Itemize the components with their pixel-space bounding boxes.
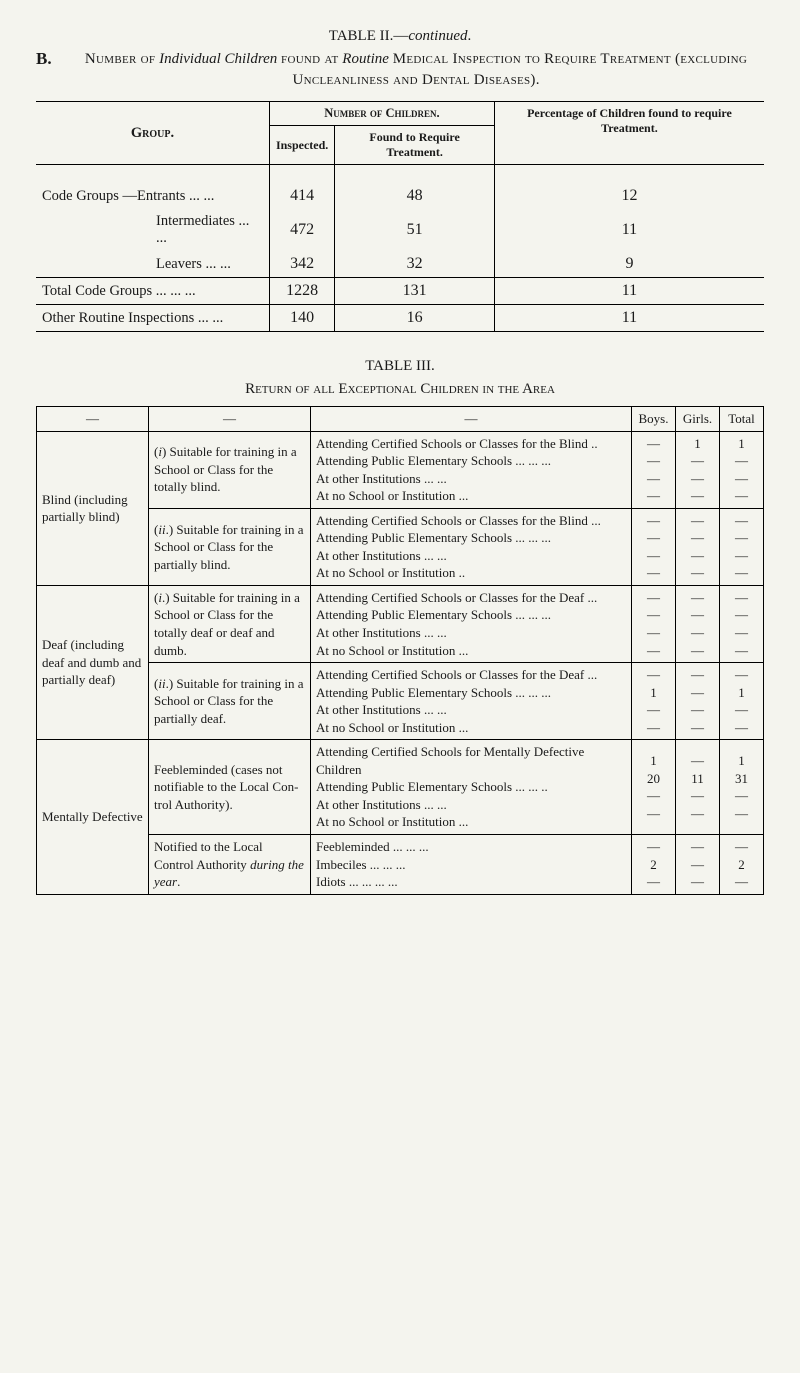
table3-row: Deaf (including deaf and dumb and partia… (37, 585, 764, 662)
table2-other-label: Other Routine Inspections ... ... (36, 305, 269, 332)
table3-value-cell: 1——— (720, 431, 764, 508)
table2-head-group: Group. (36, 102, 269, 165)
table3-category-cell: Deaf (including deaf and dumb and partia… (37, 585, 149, 739)
table2-total-label: Total Code Groups ... ... ... (36, 278, 269, 305)
table3-desc-cell: Attending Certified Schools or Classes f… (311, 663, 632, 740)
table2-row-label: Intermediates ... ... (36, 209, 269, 251)
table3-category-cell: Blind (including partially blind) (37, 431, 149, 585)
table2-title-text: TABLE II.—continued. (329, 28, 472, 44)
table3-subcategory-cell: (i) Suitable for train­ing in a School o… (149, 431, 311, 508)
table3-value-cell: —2— (632, 835, 676, 895)
table3-value-cell: ———— (720, 585, 764, 662)
table3-desc-cell: Attending Certified Schools or Classes f… (311, 585, 632, 662)
table2-total-found: 131 (335, 278, 495, 305)
table2-head-inspected: Inspected. (269, 126, 334, 165)
table2-other-row: Other Routine Inspections ... ... 140 16… (36, 305, 764, 332)
table2-other-inspected: 140 (269, 305, 334, 332)
table3-desc-cell: Feebleminded ... ... ...Imbeciles ... ..… (311, 835, 632, 895)
table3-value-cell: —11—— (676, 740, 720, 835)
table2-row-pct: 9 (494, 251, 764, 278)
table2-title: TABLE II.—continued. (36, 28, 764, 45)
table3-value-cell: ———— (676, 585, 720, 662)
table2-row-pct: 11 (494, 209, 764, 251)
table3-value-cell: —1—— (632, 663, 676, 740)
table2-head-number: Number of Children. (269, 102, 494, 126)
table3-category-cell: Mentally Defective (37, 740, 149, 894)
table3-value-cell: ———— (632, 585, 676, 662)
table2-row-label: Code Groups —Entrants ... ... (36, 183, 269, 209)
table3-value-cell: ———— (676, 663, 720, 740)
table2-row-found: 51 (335, 209, 495, 251)
table3-subcategory-cell: Notified to the Local Control Authority … (149, 835, 311, 895)
table2-row-inspected: 472 (269, 209, 334, 251)
table3-row: Mentally DefectiveFeebleminded (cases no… (37, 740, 764, 835)
table2-section-letter: B. (36, 49, 60, 91)
table3-value-cell: ———— (632, 508, 676, 585)
table3-head-total: Total (720, 407, 764, 432)
table3-head-row: — — — Boys. Girls. Total (37, 407, 764, 432)
table2-row: Code Groups —Entrants ... ... 414 48 12 (36, 183, 764, 209)
table3-head-girls: Girls. (676, 407, 720, 432)
table3-value-cell: 1——— (676, 431, 720, 508)
table3-head-c1: — (37, 407, 149, 432)
table2-row: Intermediates ... ... 472 51 11 (36, 209, 764, 251)
table3-value-cell: 120—— (632, 740, 676, 835)
table3-head-c2: — (149, 407, 311, 432)
table3-subtitle: Return of all Exceptional Children in th… (36, 381, 764, 398)
table3-row: Blind (including partially blind)(i) Sui… (37, 431, 764, 508)
table2-row-inspected: 414 (269, 183, 334, 209)
table2-head-pct: Percentage of Children found to require … (494, 102, 764, 165)
table2-row-label: Leavers ... ... (36, 251, 269, 278)
table2-other-found: 16 (335, 305, 495, 332)
table2-section-b: B. Number of Individual Children found a… (36, 49, 764, 91)
table3-value-cell: ———— (632, 431, 676, 508)
table3-value-cell: ——— (676, 835, 720, 895)
table3-desc-cell: Attending Certified Schools or Classes f… (311, 508, 632, 585)
table2-row: Leavers ... ... 342 32 9 (36, 251, 764, 278)
table3-subcategory-cell: (ii.) Suitable for train­ing in a School… (149, 663, 311, 740)
table3-subcategory-cell: (i.) Suitable for train­ing in a School … (149, 585, 311, 662)
table3-subcategory-cell: (ii.) Suitable for train­ing in a School… (149, 508, 311, 585)
table3-value-cell: 131—— (720, 740, 764, 835)
table2-total-inspected: 1228 (269, 278, 334, 305)
table3: — — — Boys. Girls. Total Blind (includin… (36, 406, 764, 895)
table2-row-pct: 12 (494, 183, 764, 209)
table2-row-found: 48 (335, 183, 495, 209)
table2: Group. Number of Children. Percentage of… (36, 101, 764, 332)
table3-value-cell: ———— (720, 508, 764, 585)
table3-title: TABLE III. (36, 358, 764, 375)
table2-row-found: 32 (335, 251, 495, 278)
table3-desc-cell: Attending Certified Schools or Classes f… (311, 431, 632, 508)
table3-head-boys: Boys. (632, 407, 676, 432)
table3-value-cell: ———— (676, 508, 720, 585)
table3-value-cell: —1—— (720, 663, 764, 740)
table3-desc-cell: Attending Certified Schools for Mentally… (311, 740, 632, 835)
table3-subcategory-cell: Feebleminded (cases not notifiable to th… (149, 740, 311, 835)
table3-value-cell: —2— (720, 835, 764, 895)
table2-total-pct: 11 (494, 278, 764, 305)
table2-head-found: Found to Require Treatment. (335, 126, 495, 165)
table2-section-desc: Number of Individual Children found at R… (68, 49, 764, 91)
table3-head-c3: — (311, 407, 632, 432)
table2-total-row: Total Code Groups ... ... ... 1228 131 1… (36, 278, 764, 305)
table2-row-inspected: 342 (269, 251, 334, 278)
table2-other-pct: 11 (494, 305, 764, 332)
